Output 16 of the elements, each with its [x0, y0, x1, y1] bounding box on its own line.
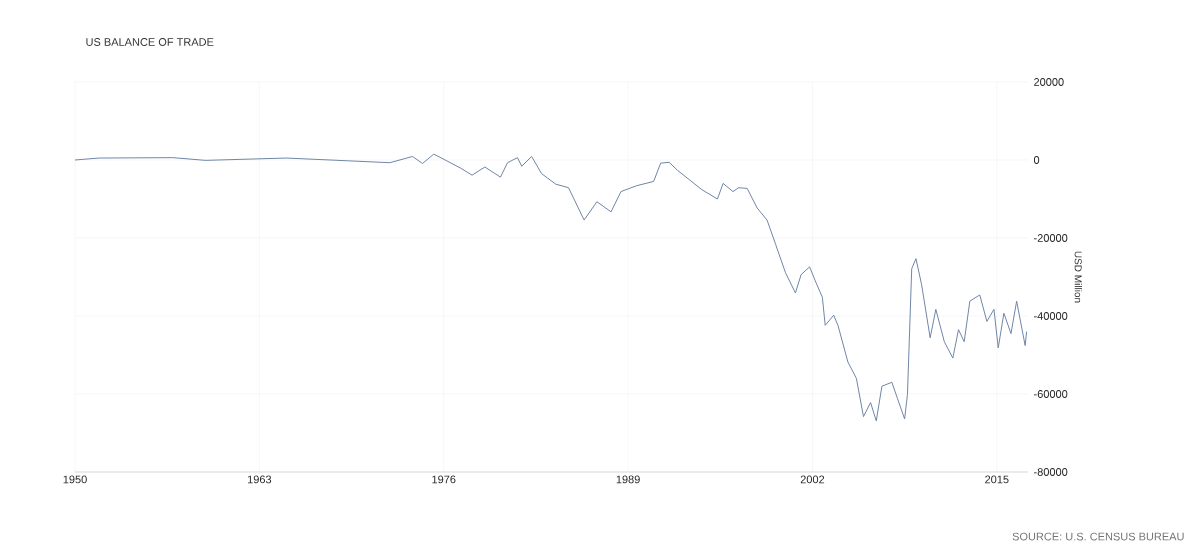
x-tick-label: 2015 — [985, 475, 1009, 484]
line-series — [75, 153, 1028, 422]
y-tick-label: -40000 — [1034, 312, 1068, 320]
y-tick-label: -20000 — [1034, 234, 1068, 242]
x-tick-label: 1963 — [247, 475, 272, 484]
x-tick-label: 1950 — [63, 475, 87, 484]
y-tick-label: 0 — [1033, 156, 1040, 164]
chart-title: US BALANCE OF TRADE — [86, 38, 214, 46]
y-tick-label: 20000 — [1034, 78, 1064, 86]
x-tick-label: 1976 — [432, 475, 456, 484]
y-tick-label: -60000 — [1034, 390, 1068, 398]
x-tick-label: 2002 — [800, 475, 825, 484]
x-tick-label: 1989 — [616, 475, 640, 484]
y-tick-label: -80000 — [1034, 468, 1068, 476]
y-axis-title: USD Million — [1074, 251, 1082, 303]
source-note: SOURCE: U.S. CENSUS BUREAU — [1012, 532, 1184, 541]
